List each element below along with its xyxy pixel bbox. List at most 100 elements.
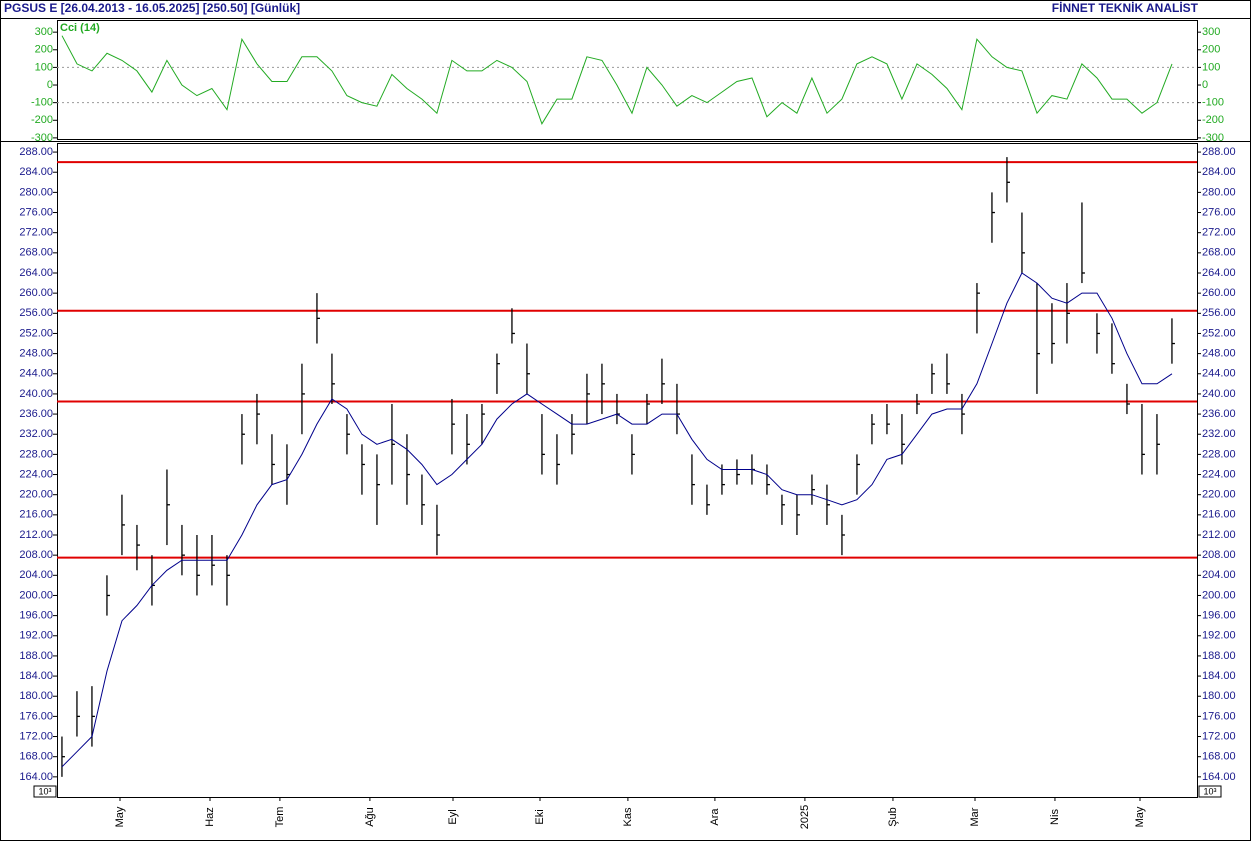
header-title: PGSUS E [26.04.2013 - 16.05.2025] [250.5… — [4, 1, 300, 15]
y-tick-label: 212.00 — [19, 529, 53, 541]
y-tick-label: 176.00 — [19, 710, 53, 722]
y-tick-label: 180.00 — [1202, 690, 1236, 702]
y-tick-label: 200.00 — [1202, 589, 1236, 601]
x-tick-label: Şub — [887, 807, 899, 827]
y-tick-label: 272.00 — [19, 227, 53, 239]
y-tick-label: 232.00 — [1202, 428, 1236, 440]
x-tick-label: May — [1134, 806, 1146, 827]
y-tick-label: 260.00 — [1202, 287, 1236, 299]
y-tick-label: 268.00 — [19, 247, 53, 259]
y-tick-label: -300 — [1202, 132, 1224, 144]
y-tick-label: -200 — [31, 114, 53, 126]
y-tick-label: 176.00 — [1202, 710, 1236, 722]
x-tick-label: 2025 — [799, 805, 811, 829]
y-tick-label: 228.00 — [1202, 448, 1236, 460]
y-tick-label: 228.00 — [19, 448, 53, 460]
y-tick-label: 284.00 — [1202, 166, 1236, 178]
y-tick-label: 240.00 — [19, 388, 53, 400]
x-tick-label: Ağu — [364, 807, 376, 827]
y-tick-label: 192.00 — [19, 630, 53, 642]
y-tick-label: 188.00 — [19, 650, 53, 662]
y-tick-label: 260.00 — [19, 287, 53, 299]
y-tick-label: 200.00 — [19, 589, 53, 601]
y-tick-label: 240.00 — [1202, 388, 1236, 400]
y-tick-label: 192.00 — [1202, 630, 1236, 642]
y-tick-label: 244.00 — [19, 368, 53, 380]
y-tick-label: 264.00 — [19, 267, 53, 279]
y-tick-label: -100 — [1202, 97, 1224, 109]
y-tick-label: 0 — [47, 79, 53, 91]
cci-panel — [57, 20, 1198, 140]
y-tick-label: 208.00 — [1202, 549, 1236, 561]
y-tick-label: 232.00 — [19, 428, 53, 440]
y-tick-label: -100 — [31, 97, 53, 109]
y-tick-label: 252.00 — [1202, 327, 1236, 339]
y-tick-label: -200 — [1202, 114, 1224, 126]
x-tick-label: Kas — [622, 807, 634, 826]
y-tick-label: 284.00 — [19, 166, 53, 178]
y-tick-label: 288.00 — [19, 146, 53, 158]
x-tick-label: Mar — [969, 807, 981, 826]
y-tick-label: 168.00 — [1202, 751, 1236, 763]
y-tick-label: 200 — [1202, 44, 1220, 56]
y-tick-label: 224.00 — [1202, 468, 1236, 480]
scale-box — [1198, 785, 1222, 798]
moving-average — [61, 272, 1173, 768]
y-tick-label: 248.00 — [19, 348, 53, 360]
scale-box — [33, 785, 57, 798]
y-tick-label: 172.00 — [1202, 730, 1236, 742]
y-tick-label: 280.00 — [1202, 186, 1236, 198]
y-tick-label: 204.00 — [1202, 569, 1236, 581]
y-tick-label: 220.00 — [1202, 489, 1236, 501]
y-tick-label: 268.00 — [1202, 247, 1236, 259]
cci-line — [61, 35, 1173, 125]
y-tick-label: 196.00 — [1202, 610, 1236, 622]
y-tick-label: 248.00 — [1202, 348, 1236, 360]
y-tick-label: 288.00 — [1202, 146, 1236, 158]
y-tick-label: 300 — [1202, 26, 1220, 38]
y-tick-label: 264.00 — [1202, 267, 1236, 279]
y-tick-label: 184.00 — [19, 670, 53, 682]
y-tick-label: 0 — [1202, 79, 1208, 91]
scale-note: 10³ — [1203, 786, 1216, 796]
cci-title: Cci (14) — [60, 22, 100, 34]
y-tick-label: 216.00 — [1202, 509, 1236, 521]
y-tick-label: 276.00 — [1202, 206, 1236, 218]
y-tick-label: 220.00 — [19, 489, 53, 501]
x-tick-label: Tem — [274, 807, 286, 828]
x-tick-label: Eyl — [447, 809, 459, 824]
y-tick-label: 236.00 — [1202, 408, 1236, 420]
y-tick-label: 180.00 — [19, 690, 53, 702]
x-tick-label: Ara — [709, 808, 721, 826]
y-tick-label: 196.00 — [19, 610, 53, 622]
y-tick-label: 204.00 — [19, 569, 53, 581]
y-tick-label: 208.00 — [19, 549, 53, 561]
y-tick-label: 256.00 — [19, 307, 53, 319]
y-tick-label: 184.00 — [1202, 670, 1236, 682]
x-tick-label: Haz — [204, 807, 216, 827]
header-brand: FİNNET TEKNİK ANALİST — [1052, 0, 1199, 15]
y-tick-label: 256.00 — [1202, 307, 1236, 319]
y-tick-label: 236.00 — [19, 408, 53, 420]
y-tick-label: 276.00 — [19, 206, 53, 218]
x-tick-label: Eki — [534, 809, 546, 824]
y-tick-label: 164.00 — [1202, 771, 1236, 783]
y-tick-label: 100 — [35, 61, 53, 73]
y-tick-label: 300 — [35, 26, 53, 38]
y-tick-label: 224.00 — [19, 468, 53, 480]
y-tick-label: 172.00 — [19, 730, 53, 742]
y-tick-label: 100 — [1202, 61, 1220, 73]
x-tick-label: Nis — [1049, 809, 1061, 825]
scale-note: 10³ — [38, 786, 51, 796]
y-tick-label: 200 — [35, 44, 53, 56]
y-tick-label: 272.00 — [1202, 227, 1236, 239]
y-tick-label: 168.00 — [19, 751, 53, 763]
x-tick-label: May — [114, 806, 126, 827]
y-tick-label: -300 — [31, 132, 53, 144]
y-tick-label: 188.00 — [1202, 650, 1236, 662]
y-tick-label: 212.00 — [1202, 529, 1236, 541]
y-tick-label: 216.00 — [19, 509, 53, 521]
y-tick-label: 244.00 — [1202, 368, 1236, 380]
